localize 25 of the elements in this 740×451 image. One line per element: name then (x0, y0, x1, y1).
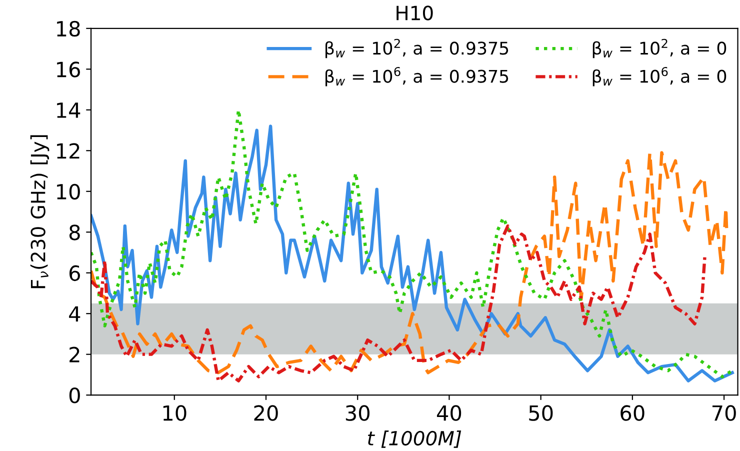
x-tick-label: 40 (436, 405, 462, 421)
legend-label: β$_{w}$ = 10$^{6}$, a = 0 (592, 66, 726, 86)
x-tick-label: 50 (529, 405, 553, 421)
x-tick-label: 10 (163, 405, 186, 421)
x-tick-label: 30 (346, 405, 370, 421)
y-tick-label: 2 (70, 346, 80, 362)
x-tick-label: 20 (254, 405, 278, 421)
y-tick-label: 8 (69, 224, 80, 240)
y-axis-title: F$_{ν}$(230 GHz) [Jy] (30, 135, 50, 288)
y-tick-label: 18 (57, 20, 80, 37)
chart-title: H10 (396, 6, 433, 20)
x-axis-title: t [1000M] (368, 430, 462, 448)
y-tick-label: 10 (57, 184, 80, 200)
y-tick-label: 14 (57, 102, 80, 118)
line-series (91, 224, 706, 382)
y-tick-label: 16 (57, 62, 80, 78)
legend-label: β$_{w}$ = 10$^{6}$, a = 0.9375 (326, 66, 508, 86)
legend-label: β$_{w}$ = 10$^{2}$, a = 0 (592, 38, 726, 58)
y-tick-label: 6 (70, 265, 80, 282)
y-tick-label: 4 (69, 306, 80, 322)
x-tick-label: 70 (712, 405, 736, 421)
x-tick-label: 60 (620, 405, 644, 421)
y-tick-label: 12 (57, 143, 80, 159)
legend-label: β$_{w}$ = 10$^{2}$, a = 0.9375 (326, 38, 508, 58)
y-tick-label: 0 (69, 388, 80, 404)
